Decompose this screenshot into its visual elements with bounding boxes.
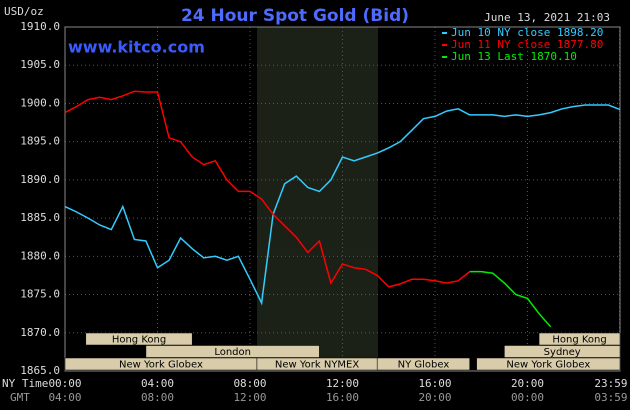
nymex-shading	[257, 27, 378, 371]
gmt-tick-label: 16:00	[326, 391, 359, 404]
plot-frame	[64, 26, 621, 372]
session-label: New York NYMEX	[275, 360, 360, 371]
y-tick-label: 1910.0	[20, 20, 60, 33]
session-label: Hong Kong	[112, 335, 166, 346]
session: Hong Kong	[538, 332, 621, 346]
session: London	[145, 345, 320, 358]
session-label: NY Globex	[398, 360, 450, 371]
legend-entry: Jun 13 Last 1870.10	[451, 50, 577, 63]
x-tick-label: 04:00	[141, 377, 174, 390]
chart-title: 24 Hour Spot Gold (Bid)	[181, 6, 409, 26]
gmt-label: GMT	[10, 391, 30, 404]
session-box	[476, 357, 621, 371]
x-tick-label: 08:00	[233, 377, 266, 390]
session: Sydney	[504, 345, 621, 358]
ny-time-label: NY Time	[2, 377, 48, 390]
y-tick-label: 1870.0	[20, 326, 60, 339]
x-tick-label: 16:00	[418, 377, 451, 390]
gmt-tick-label: 12:00	[233, 391, 266, 404]
price-line	[64, 104, 621, 306]
gmt-tick-label: 00:00	[511, 391, 544, 404]
gmt-tick-label: 04:00	[48, 391, 81, 404]
session-box	[538, 332, 621, 346]
y-tick-label: 1875.0	[20, 288, 60, 301]
session: New York Globex	[64, 357, 258, 371]
session: New York NYMEX	[256, 357, 378, 371]
watermark: www.kitco.com	[68, 38, 205, 57]
y-tick-label: 1865.0	[20, 364, 60, 377]
y-tick-label: 1885.0	[20, 211, 60, 224]
y-tick-label: 1895.0	[20, 135, 60, 148]
session-label: New York Globex	[119, 360, 203, 371]
x-tick-label: 00:00	[48, 377, 81, 390]
y-tick-label: 1890.0	[20, 173, 60, 186]
unit-label: USD/oz	[4, 5, 44, 18]
gmt-tick-label: 08:00	[141, 391, 174, 404]
session: Hong Kong	[85, 332, 193, 346]
session-box	[85, 332, 193, 346]
x-tick-label: 23:59	[594, 377, 627, 390]
session-box	[376, 357, 470, 371]
timestamp: June 13, 2021 21:03	[484, 11, 610, 24]
gmt-tick-label: 03:59	[594, 391, 627, 404]
legend-entry: Jun 11 NY close 1877.80	[451, 38, 603, 51]
session-box	[504, 345, 621, 358]
y-tick-label: 1900.0	[20, 96, 60, 109]
session-label: Hong Kong	[552, 335, 606, 346]
session: NY Globex	[376, 357, 470, 371]
session: New York Globex	[476, 357, 621, 371]
x-tick-label: 12:00	[326, 377, 359, 390]
y-tick-label: 1880.0	[20, 249, 60, 262]
gmt-tick-label: 20:00	[418, 391, 451, 404]
price-line	[64, 90, 471, 288]
legend-entry: Jun 10 NY close 1898.20	[451, 26, 603, 39]
x-tick-label: 20:00	[511, 377, 544, 390]
price-line	[469, 270, 552, 328]
session-box	[145, 345, 320, 358]
session-label: New York Globex	[506, 360, 590, 371]
session-label: London	[214, 347, 251, 358]
session-label: Sydney	[544, 347, 581, 358]
y-tick-label: 1905.0	[20, 58, 60, 71]
